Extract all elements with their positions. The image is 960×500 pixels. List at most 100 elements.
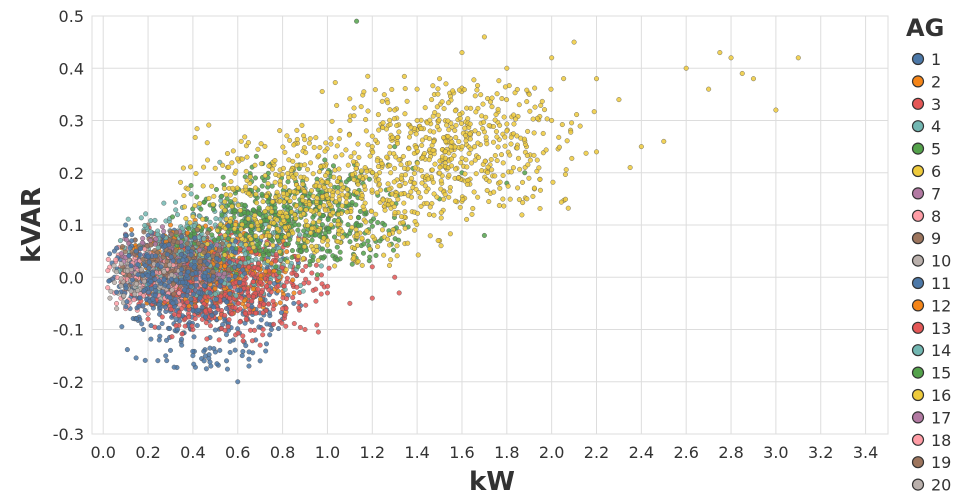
point-ag-15	[295, 227, 301, 233]
point-ag-14	[238, 241, 244, 247]
point-ag-15	[242, 202, 248, 208]
point-ag-17	[124, 237, 130, 243]
point-ag-15	[170, 214, 176, 220]
point-ag-16	[369, 208, 375, 214]
point-ag-6	[483, 134, 489, 140]
point-ag-16	[265, 181, 271, 187]
point-ag-17	[221, 271, 227, 277]
point-ag-15	[228, 199, 234, 205]
point-ag-4	[154, 231, 160, 237]
point-ag-16	[325, 179, 331, 185]
point-ag-12	[290, 277, 296, 283]
point-ag-16	[234, 185, 240, 191]
point-ag-16	[416, 189, 422, 195]
point-ag-6	[526, 175, 532, 181]
point-ag-6	[591, 109, 597, 115]
point-ag-16	[339, 192, 345, 198]
point-ag-21	[217, 283, 223, 289]
point-ag-1	[201, 358, 207, 364]
point-ag-21	[126, 253, 132, 259]
point-ag-16	[230, 148, 236, 154]
point-ag-6	[502, 134, 508, 140]
point-ag-17	[159, 224, 165, 230]
point-ag-6	[411, 170, 417, 176]
point-ag-14	[213, 216, 219, 222]
point-ag-6	[443, 81, 449, 87]
point-ag-16	[359, 235, 365, 241]
point-ag-21	[180, 257, 186, 263]
point-ag-16	[415, 252, 421, 258]
point-ag-21	[178, 251, 184, 257]
point-ag-16	[417, 194, 423, 200]
point-ag-14	[142, 222, 148, 228]
point-ag-5	[373, 252, 379, 258]
point-ag-3	[325, 283, 331, 289]
point-ag-6	[422, 183, 428, 189]
point-ag-16	[442, 191, 448, 197]
point-ag-16	[217, 222, 223, 228]
point-ag-16	[363, 219, 369, 225]
point-ag-14	[155, 245, 161, 251]
point-ag-6	[490, 139, 496, 145]
point-ag-16	[294, 136, 300, 142]
point-ag-6	[492, 173, 498, 179]
point-ag-13	[238, 295, 244, 301]
point-ag-6	[519, 212, 525, 218]
point-ag-16	[269, 166, 275, 172]
point-ag-16	[283, 267, 289, 273]
point-ag-6	[467, 136, 473, 142]
point-ag-16	[364, 228, 370, 234]
point-ag-6	[472, 144, 478, 150]
point-ag-6	[544, 116, 550, 122]
point-ag-21	[242, 270, 248, 276]
point-ag-6	[414, 160, 420, 166]
point-ag-3	[291, 321, 297, 327]
point-ag-6	[434, 194, 440, 200]
point-ag-20	[118, 276, 124, 282]
point-ag-16	[260, 199, 266, 205]
point-ag-14	[217, 216, 223, 222]
point-ag-16	[237, 232, 243, 238]
point-ag-16	[204, 140, 210, 146]
point-ag-19	[119, 244, 125, 250]
point-ag-16	[287, 137, 293, 143]
point-ag-16	[375, 244, 381, 250]
point-ag-16	[284, 196, 290, 202]
point-ag-6	[412, 165, 418, 171]
point-ag-15	[254, 242, 260, 248]
point-ag-16	[438, 210, 444, 216]
point-ag-5	[347, 230, 353, 236]
point-ag-16	[398, 191, 404, 197]
point-ag-16	[398, 175, 404, 181]
point-ag-16	[294, 127, 300, 133]
point-ag-3	[306, 280, 312, 286]
point-ag-6	[406, 134, 412, 140]
point-ag-21	[158, 264, 164, 270]
point-ag-16	[237, 207, 243, 213]
point-ag-16	[192, 203, 198, 209]
point-ag-6	[459, 50, 465, 56]
point-ag-16	[379, 227, 385, 233]
point-ag-8	[145, 311, 151, 317]
point-ag-13	[159, 314, 165, 320]
point-ag-5	[219, 193, 225, 199]
point-ag-16	[386, 231, 392, 237]
point-ag-16	[200, 183, 206, 189]
point-ag-13	[261, 301, 267, 307]
legend-swatch-2	[911, 75, 925, 88]
point-ag-6	[494, 91, 500, 97]
point-ag-6	[441, 135, 447, 141]
point-ag-1	[142, 357, 148, 363]
point-ag-16	[364, 168, 370, 174]
point-ag-3	[216, 337, 222, 343]
point-ag-6	[583, 150, 589, 156]
point-ag-16	[389, 134, 395, 140]
point-ag-6	[345, 162, 351, 168]
point-ag-16	[239, 156, 245, 162]
point-ag-6	[434, 124, 440, 130]
point-ag-16	[269, 209, 275, 215]
point-ag-1	[119, 324, 125, 330]
point-ag-16	[277, 182, 283, 188]
point-ag-6	[361, 89, 367, 95]
point-ag-16	[211, 193, 217, 199]
